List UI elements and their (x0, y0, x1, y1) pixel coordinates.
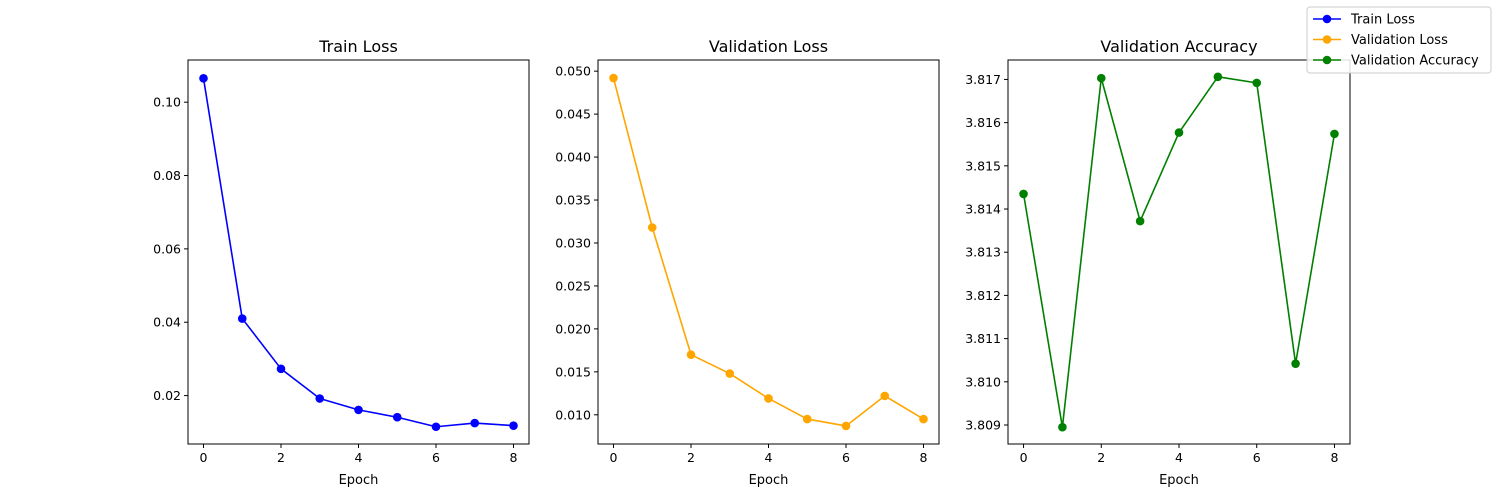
x-axis-label: Epoch (339, 473, 379, 488)
data-point (919, 414, 928, 424)
data-point (509, 421, 518, 430)
y-tick-label: 3.809 (965, 417, 1001, 432)
plot-area-frame (1007, 59, 1351, 445)
data-point (276, 364, 286, 374)
chart-title: Train Loss (318, 37, 398, 56)
data-point (1096, 73, 1106, 83)
data-point (1135, 216, 1145, 226)
x-tick-label: 4 (765, 450, 773, 465)
data-point (392, 412, 402, 422)
data-point (1330, 129, 1339, 139)
x-tick-label: 2 (687, 450, 695, 465)
data-point (470, 418, 480, 428)
y-tick-label: 3.816 (965, 115, 1001, 130)
y-tick-label: 0.020 (555, 321, 591, 336)
legend-frame (1306, 6, 1492, 74)
data-point (1174, 128, 1184, 137)
y-tick-label: 0.025 (555, 278, 591, 293)
y-tick-label: 3.811 (965, 331, 1001, 346)
x-tick-label: 6 (1253, 450, 1261, 465)
x-tick-label: 2 (1097, 450, 1105, 465)
y-tick-label: 0.08 (153, 168, 181, 183)
y-tick-label: 0.04 (153, 315, 181, 330)
x-axis-label: Epoch (1159, 473, 1199, 488)
y-tick-label: 0.06 (153, 241, 181, 256)
chart-panel-2: Validation Loss 0 2 4 6 8 0.010 0.015 0.020 0.025… (555, 37, 940, 488)
plot-area-frame (187, 59, 530, 445)
legend-marker-swatch (1322, 35, 1332, 44)
y-tick-label: 3.812 (965, 288, 1001, 303)
figure-legend: Train Loss Validation Loss Validation Accu… (1306, 6, 1492, 74)
x-tick-label: 6 (432, 450, 440, 465)
legend-entry-label: Validation Loss (1351, 33, 1448, 48)
x-tick-label: 4 (355, 450, 363, 465)
y-tick-label: 3.810 (965, 374, 1001, 389)
data-point (841, 421, 851, 431)
legend-marker-swatch (1322, 55, 1332, 65)
data-point (764, 394, 773, 403)
x-tick-label: 8 (920, 450, 928, 465)
chart-panel-3: Validation Accuracy 0 2 4 6 8 3.809 3.810 3.811 3… (965, 37, 1351, 488)
chart-title: Validation Loss (709, 37, 828, 56)
y-tick-label: 3.817 (965, 72, 1001, 87)
legend-marker-swatch (1322, 14, 1332, 24)
x-tick-label: 0 (200, 450, 208, 465)
y-tick-label: 0.030 (555, 235, 591, 250)
chart-panel-1: Train Loss 0 2 4 6 8 0.02 0.04 0.06 0.08 0.10 Epoch (153, 37, 530, 488)
y-tick-label: 0.010 (555, 407, 591, 422)
y-tick-label: 0.015 (555, 364, 591, 379)
x-axis-label: Epoch (749, 473, 789, 488)
data-point (609, 73, 618, 83)
data-point (1291, 359, 1300, 368)
data-point (431, 422, 441, 432)
chart-panels: Train Loss 0 2 4 6 8 0.02 0.04 0.06 0.08 0.10 Epoch… (153, 37, 1351, 488)
data-point (199, 74, 208, 83)
data-point (1213, 72, 1223, 82)
y-tick-label: 0.050 (555, 64, 591, 79)
y-tick-label: 3.814 (965, 202, 1001, 217)
data-point (315, 394, 325, 403)
data-point (1019, 189, 1028, 199)
data-point (237, 314, 247, 323)
data-point (1058, 422, 1067, 432)
x-tick-label: 6 (842, 450, 850, 465)
y-tick-label: 3.815 (965, 158, 1001, 173)
data-point (880, 391, 890, 401)
legend-entry-label: Validation Accuracy (1351, 54, 1479, 69)
x-tick-label: 0 (1020, 450, 1028, 465)
plot-area-frame (597, 59, 940, 445)
legend-entry-label: Train Loss (1350, 13, 1415, 28)
x-tick-label: 0 (610, 450, 618, 465)
y-tick-label: 3.813 (965, 245, 1001, 260)
data-point (354, 405, 363, 415)
x-tick-label: 8 (1330, 450, 1338, 465)
chart-title: Validation Accuracy (1100, 37, 1257, 56)
data-point (686, 350, 696, 359)
y-tick-label: 0.035 (555, 193, 591, 208)
x-tick-label: 2 (277, 450, 285, 465)
y-tick-label: 0.040 (555, 150, 591, 165)
y-tick-label: 0.10 (153, 95, 181, 110)
data-point (725, 369, 735, 378)
data-point (802, 414, 812, 424)
x-tick-label: 8 (510, 450, 518, 465)
y-tick-label: 0.045 (555, 107, 591, 122)
x-tick-label: 4 (1175, 450, 1183, 465)
data-point (647, 223, 657, 232)
data-point (1252, 78, 1262, 88)
y-tick-label: 0.02 (153, 388, 181, 403)
